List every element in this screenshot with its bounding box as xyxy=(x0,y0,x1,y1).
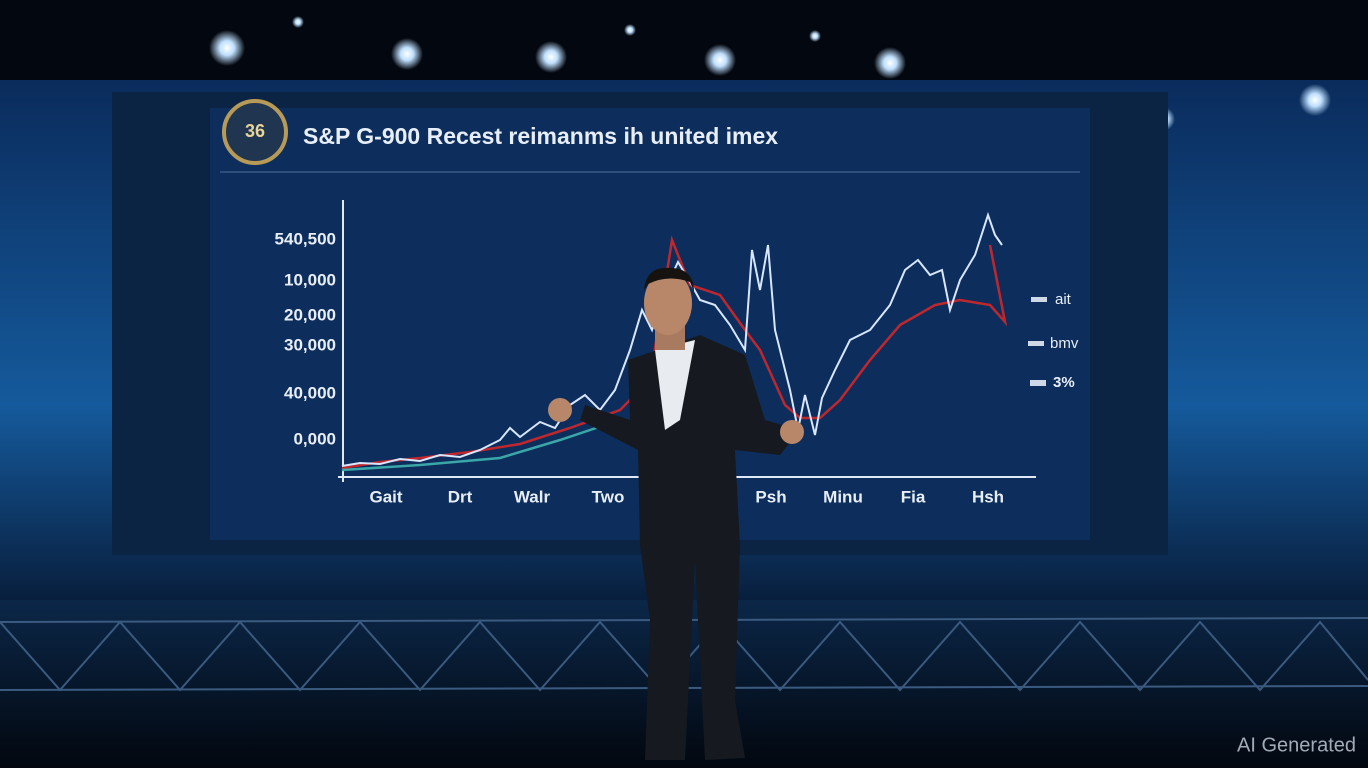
ceiling xyxy=(0,0,1368,80)
y-label: 10,000 xyxy=(284,270,336,289)
shirt xyxy=(655,340,695,430)
light xyxy=(292,16,304,28)
head xyxy=(644,271,692,335)
x-labels: Gait Drt Walr Two Psh Minu Fia Hsh xyxy=(369,487,1004,506)
x-label: Psh xyxy=(755,487,786,506)
badge xyxy=(222,99,288,165)
y-label: 540,500 xyxy=(275,229,336,248)
watermark: AI Generated xyxy=(1237,734,1356,756)
legend: ait bmv 3% xyxy=(1028,291,1079,391)
legend-label: ait xyxy=(1055,291,1072,308)
x-label: Hsh xyxy=(972,487,1004,506)
light xyxy=(391,38,423,70)
legend-label: 3% xyxy=(1053,374,1075,391)
suit xyxy=(580,335,800,760)
stage-lights xyxy=(209,16,1331,131)
light xyxy=(624,24,636,36)
trend-line xyxy=(341,235,1008,470)
presenter xyxy=(548,267,804,760)
light xyxy=(704,44,736,76)
y-label: 30,000 xyxy=(284,335,336,354)
x-label: Minu xyxy=(823,487,863,506)
y-label: 0,000 xyxy=(293,429,336,448)
screen-title: S&P G-900 Recest reimanms ih united imex xyxy=(303,123,778,149)
hand xyxy=(548,398,572,422)
light xyxy=(1299,84,1331,116)
hand xyxy=(780,420,804,444)
y-label: 40,000 xyxy=(284,383,336,402)
legend-icon xyxy=(1028,341,1044,346)
x-label: Two xyxy=(592,487,625,506)
x-label: Drt xyxy=(448,487,473,506)
light xyxy=(874,47,906,79)
light xyxy=(209,30,245,66)
x-label: Fia xyxy=(901,487,926,506)
legend-label: bmv xyxy=(1050,335,1079,352)
light xyxy=(535,41,567,73)
legend-icon xyxy=(1031,297,1047,302)
y-label: 20,000 xyxy=(284,305,336,324)
price-line xyxy=(341,211,1003,467)
hair xyxy=(644,267,694,292)
legend-icon xyxy=(1030,380,1046,386)
badge-text: 36 xyxy=(245,121,265,141)
x-label: Walr xyxy=(514,487,551,506)
smooth-line xyxy=(341,418,621,472)
y-labels: 540,500 10,000 20,000 30,000 40,000 0,000 xyxy=(275,229,336,448)
light xyxy=(809,30,821,42)
x-label: Gait xyxy=(369,487,402,506)
